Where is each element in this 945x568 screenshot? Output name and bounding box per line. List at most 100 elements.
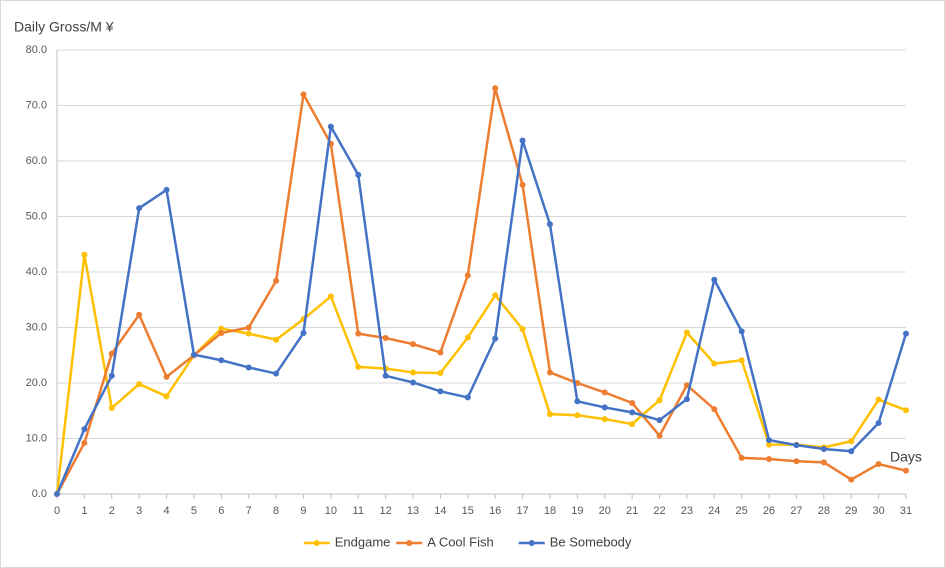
y-tick-label: 50.0: [26, 210, 47, 222]
data-point: [163, 393, 170, 400]
x-tick-label: 28: [818, 505, 830, 517]
data-point: [766, 437, 773, 444]
data-point: [136, 205, 143, 212]
data-point: [738, 328, 745, 335]
legend-marker: [313, 540, 320, 546]
data-point: [81, 439, 88, 446]
data-point: [300, 91, 307, 98]
x-axis-label: Days: [890, 449, 922, 465]
data-point: [519, 326, 526, 333]
data-point: [163, 186, 170, 193]
data-point: [163, 373, 170, 380]
data-point: [464, 272, 471, 279]
data-point: [245, 324, 252, 331]
data-point: [629, 409, 636, 416]
data-point: [273, 277, 280, 284]
x-tick-label: 7: [246, 505, 252, 517]
y-tick-label: 20.0: [26, 377, 47, 389]
data-point: [820, 459, 827, 466]
data-point: [546, 411, 553, 418]
data-point: [300, 330, 307, 337]
data-point: [629, 399, 636, 406]
data-point: [738, 454, 745, 461]
x-tick-label: 24: [708, 505, 720, 517]
data-point: [711, 276, 718, 283]
x-tick-label: 17: [516, 505, 528, 517]
x-tick-label: 1: [81, 505, 87, 517]
data-point: [903, 407, 909, 414]
data-point: [793, 442, 800, 449]
data-point: [218, 325, 225, 332]
x-tick-label: 0: [54, 505, 60, 517]
data-point: [519, 181, 526, 188]
data-point: [437, 388, 444, 395]
y-axis-label: Daily Gross/M ¥: [14, 19, 114, 35]
data-point: [108, 404, 115, 411]
data-point: [382, 372, 389, 379]
x-tick-label: 15: [462, 505, 474, 517]
data-point: [355, 363, 362, 370]
x-tick-label: 26: [763, 505, 775, 517]
data-point: [108, 372, 115, 379]
y-tick-label: 30.0: [26, 321, 47, 333]
data-point: [656, 397, 663, 404]
data-point: [574, 412, 581, 419]
data-point: [601, 416, 608, 423]
data-point: [492, 292, 499, 299]
data-point: [519, 137, 526, 144]
data-point: [327, 123, 334, 130]
legend-marker: [528, 540, 535, 546]
x-tick-label: 22: [653, 505, 665, 517]
data-point: [683, 396, 690, 403]
x-tick-label: 18: [544, 505, 556, 517]
x-tick-label: 4: [163, 505, 169, 517]
data-point: [766, 456, 773, 463]
data-point: [656, 432, 663, 439]
data-point: [273, 370, 280, 377]
data-point: [437, 370, 444, 377]
data-point: [81, 251, 88, 258]
data-point: [875, 419, 882, 426]
data-point: [601, 389, 608, 396]
data-point: [903, 467, 909, 474]
series-line: [55, 87, 907, 495]
x-tick-label: 5: [191, 505, 197, 517]
x-tick-label: 9: [300, 505, 306, 517]
data-point: [875, 396, 882, 403]
data-point: [410, 369, 417, 376]
legend-label: Endgame: [335, 534, 391, 549]
y-tick-label: 80.0: [26, 44, 47, 56]
data-point: [108, 350, 115, 357]
data-point: [136, 381, 143, 388]
x-tick-label: 31: [900, 505, 912, 517]
data-point: [136, 311, 143, 318]
data-point: [245, 330, 252, 337]
data-point: [382, 335, 389, 342]
data-point: [629, 421, 636, 428]
data-point: [437, 349, 444, 356]
series-line: [55, 125, 908, 495]
data-point: [273, 336, 280, 343]
x-tick-label: 6: [218, 505, 224, 517]
data-point: [711, 360, 718, 367]
x-tick-label: 13: [407, 505, 419, 517]
x-tick-label: 19: [571, 505, 583, 517]
x-tick-label: 12: [380, 505, 392, 517]
data-point: [848, 476, 855, 483]
y-tick-label: 40.0: [26, 266, 47, 278]
x-tick-label: 21: [626, 505, 638, 517]
data-point: [218, 357, 225, 364]
data-point: [327, 293, 334, 300]
data-point: [218, 330, 225, 337]
data-point: [656, 417, 663, 424]
y-tick-label: 60.0: [26, 155, 47, 167]
x-tick-label: 16: [489, 505, 501, 517]
data-point: [574, 398, 581, 405]
data-point: [546, 369, 553, 376]
x-tick-label: 20: [599, 505, 611, 517]
data-point: [711, 406, 718, 413]
x-tick-label: 23: [681, 505, 693, 517]
data-point: [848, 448, 855, 455]
